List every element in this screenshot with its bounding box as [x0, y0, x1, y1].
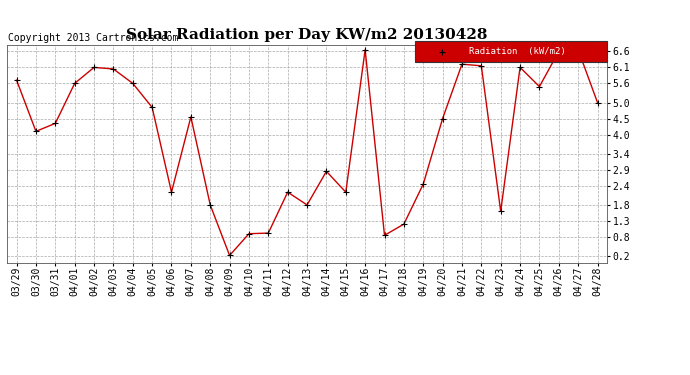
- Title: Solar Radiation per Day KW/m2 20130428: Solar Radiation per Day KW/m2 20130428: [126, 28, 488, 42]
- Text: Copyright 2013 Cartronics.com: Copyright 2013 Cartronics.com: [8, 33, 179, 43]
- Text: Radiation  (kW/m2): Radiation (kW/m2): [469, 47, 566, 56]
- FancyBboxPatch shape: [415, 40, 607, 62]
